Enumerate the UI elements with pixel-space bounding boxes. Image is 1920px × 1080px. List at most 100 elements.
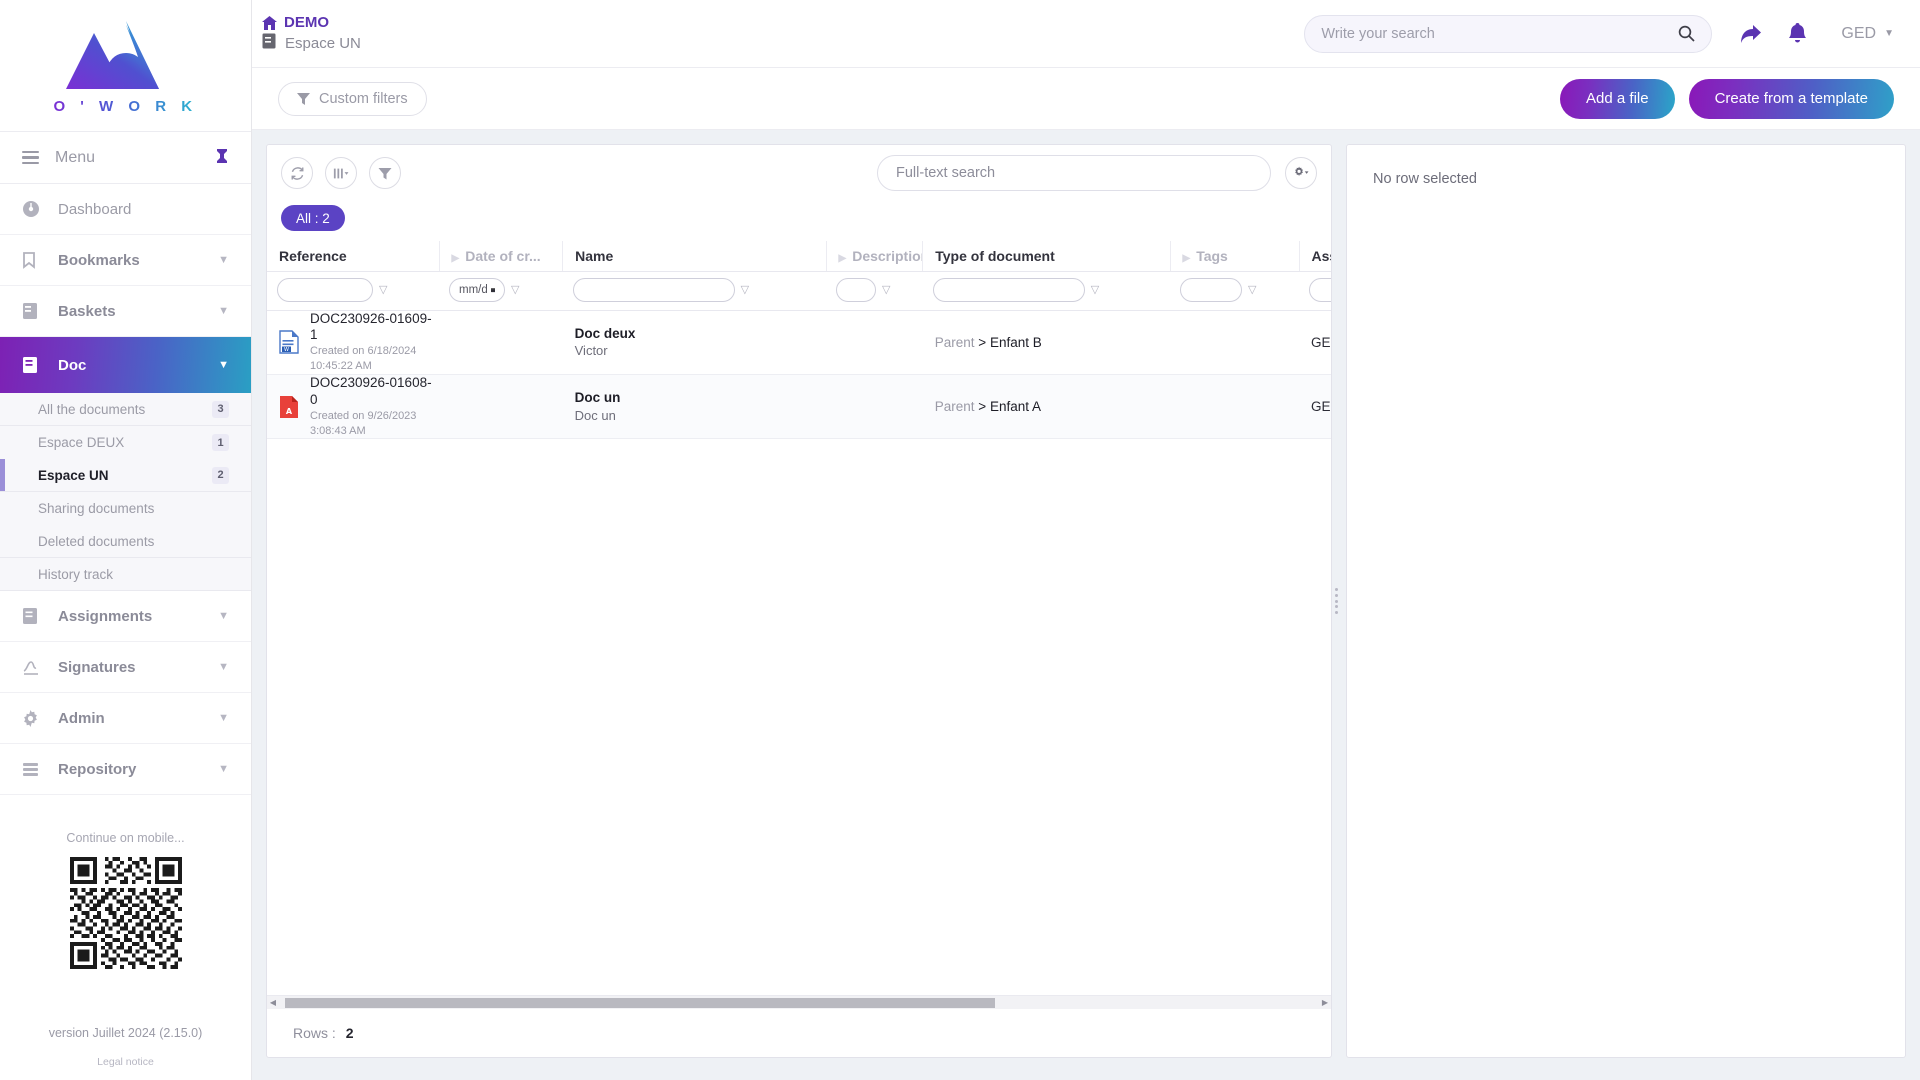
table-filter-row: ▽ mm/d ▽ <box>267 271 1331 311</box>
filter-button[interactable] <box>369 157 401 189</box>
scroll-right-arrow-icon[interactable]: ▶ <box>1321 998 1329 1007</box>
funnel-icon[interactable]: ▽ <box>379 284 388 296</box>
sidebar-item-dashboard[interactable]: Dashboard <box>0 184 251 235</box>
chevron-down-icon: ▼ <box>218 359 229 371</box>
sidebar-item-assignments[interactable]: Assignments ▼ <box>0 591 251 642</box>
sidebar-item-bookmarks[interactable]: Bookmarks ▼ <box>0 235 251 286</box>
scrollbar-thumb[interactable] <box>285 997 995 1008</box>
create-from-template-button[interactable]: Create from a template <box>1688 78 1894 119</box>
cell-tags <box>1170 310 1299 375</box>
col-description[interactable]: ▶ Description <box>825 241 923 272</box>
custom-filters-button[interactable]: Custom filters <box>278 81 427 116</box>
date-placeholder: mm/d <box>459 283 488 296</box>
col-label: Date of cr... <box>465 247 541 264</box>
gear-icon <box>1295 166 1309 176</box>
pin-icon[interactable] <box>215 148 229 168</box>
legal-notice-link[interactable]: Legal notice <box>97 1056 154 1068</box>
sidebar-item-repository[interactable]: Repository ▼ <box>0 744 251 795</box>
funnel-icon[interactable]: ▽ <box>740 284 750 296</box>
col-tags[interactable]: ▶ Tags <box>1169 241 1299 272</box>
sub-item-badge: 2 <box>212 466 229 484</box>
cell-description <box>826 310 923 375</box>
tab-all[interactable]: All : 2 <box>281 205 345 231</box>
mobile-continue-block: Continue on mobile... <box>0 831 251 974</box>
funnel-icon <box>297 92 310 105</box>
scroll-left-arrow-icon[interactable]: ◀ <box>269 998 277 1007</box>
fulltext-search-input[interactable] <box>896 165 1252 181</box>
cell-description <box>826 374 923 440</box>
filter-cell-type: ▽ <box>922 271 1170 311</box>
col-assigned-to[interactable]: Assigned t... <box>1298 241 1331 272</box>
brand-logo[interactable]: O ' W O R K <box>0 0 251 132</box>
filter-reference-input[interactable] <box>277 277 373 302</box>
add-file-button[interactable]: Add a file <box>1560 78 1675 119</box>
sidebar-item-baskets[interactable]: Baskets ▼ <box>0 286 251 337</box>
sub-item-label: Espace UN <box>38 467 109 483</box>
sidebar-item-admin[interactable]: Admin ▼ <box>0 693 251 744</box>
col-date-of-creation[interactable]: ▶ Date of cr... <box>438 241 563 272</box>
type-parent: Parent <box>934 334 975 350</box>
sidebar-item-espace-deux[interactable]: Espace DEUX 1 <box>0 426 251 459</box>
col-reference[interactable]: Reference <box>267 241 439 272</box>
detail-panel: No row selected <box>1346 144 1906 1058</box>
type-child: Enfant B <box>989 334 1042 350</box>
cell-tags <box>1170 374 1299 440</box>
table-row[interactable]: W DOC230926-01609-1 Created on 6/18/2024… <box>267 310 1331 375</box>
filter-name-input[interactable] <box>572 277 735 302</box>
search-input[interactable] <box>1321 25 1679 42</box>
notifications-bell-icon[interactable] <box>1788 23 1807 44</box>
rows-count: 2 <box>345 1025 354 1041</box>
sidebar-item-sharing-documents[interactable]: Sharing documents <box>0 492 251 525</box>
sidebar-item-espace-un[interactable]: Espace UN 2 <box>0 459 251 492</box>
global-search-box[interactable] <box>1304 14 1713 53</box>
assignments-icon <box>22 607 44 625</box>
refresh-button[interactable] <box>281 157 313 189</box>
chevron-down-icon: ▼ <box>218 661 229 673</box>
filter-description-input[interactable] <box>836 277 876 302</box>
filter-tags-input[interactable] <box>1180 277 1242 302</box>
funnel-icon[interactable]: ▽ <box>1248 284 1257 296</box>
filter-cell-date: mm/d ▽ <box>439 271 563 311</box>
filter-type-input[interactable] <box>932 277 1085 302</box>
breadcrumb-root[interactable]: DEMO <box>262 14 361 31</box>
sidebar-item-all-the-documents[interactable]: All the documents 3 <box>0 393 251 426</box>
scrollbar-track[interactable] <box>279 996 1319 1009</box>
table-row[interactable]: A DOC230926-01608-0 Created on 9/26/2023… <box>267 374 1331 440</box>
col-type-of-document[interactable]: Type of document <box>922 241 1170 272</box>
grid-scroll-container[interactable]: Reference ▶ Date of cr... Name ▶ Descripti… <box>267 241 1331 995</box>
menu-toggle[interactable]: Menu <box>0 132 251 184</box>
col-label: Reference <box>279 247 347 264</box>
sidebar-item-history-track[interactable]: History track <box>0 558 251 591</box>
cell-assigned-to: GED <box>1299 310 1331 375</box>
columns-chooser-button[interactable] <box>325 157 357 189</box>
word-document-icon: W <box>279 330 299 354</box>
filter-date-input[interactable]: mm/d <box>449 277 505 302</box>
refresh-icon <box>291 166 303 180</box>
sidebar-item-signatures[interactable]: Signatures ▼ <box>0 642 251 693</box>
breadcrumb: DEMO Espace UN <box>262 14 361 53</box>
col-name[interactable]: Name <box>562 241 826 272</box>
sidebar-item-deleted-documents[interactable]: Deleted documents <box>0 525 251 558</box>
horizontal-scrollbar[interactable]: ◀ ▶ <box>267 995 1331 1009</box>
owork-mountain-logo-icon <box>65 21 159 89</box>
grid-toolbar <box>267 145 1331 201</box>
sub-item-badge: 3 <box>212 400 229 418</box>
col-label: Description <box>852 247 923 264</box>
panel-resize-handle[interactable] <box>1332 588 1340 614</box>
table-header-row: Reference ▶ Date of cr... Name ▶ Descripti… <box>267 241 1331 272</box>
share-forward-icon[interactable] <box>1740 24 1762 44</box>
pdf-document-icon: A <box>280 395 298 418</box>
user-menu[interactable]: GED ▼ <box>1841 25 1894 43</box>
filter-cell-assigned: ▽ <box>1299 271 1331 311</box>
sidebar-item-label: Admin <box>58 709 105 727</box>
search-icon[interactable] <box>1678 25 1696 42</box>
funnel-icon[interactable]: ▽ <box>1090 284 1100 296</box>
fulltext-search-box[interactable] <box>877 155 1271 191</box>
funnel-icon[interactable]: ▽ <box>882 284 891 296</box>
grid-settings-button[interactable] <box>1285 157 1317 189</box>
sidebar-item-doc[interactable]: Doc ▼ <box>0 337 251 393</box>
app-version: version Juillet 2024 (2.15.0) <box>48 1026 203 1040</box>
funnel-icon[interactable]: ▽ <box>511 284 520 296</box>
col-label: Name <box>575 247 614 264</box>
filter-assigned-input[interactable] <box>1309 277 1331 302</box>
